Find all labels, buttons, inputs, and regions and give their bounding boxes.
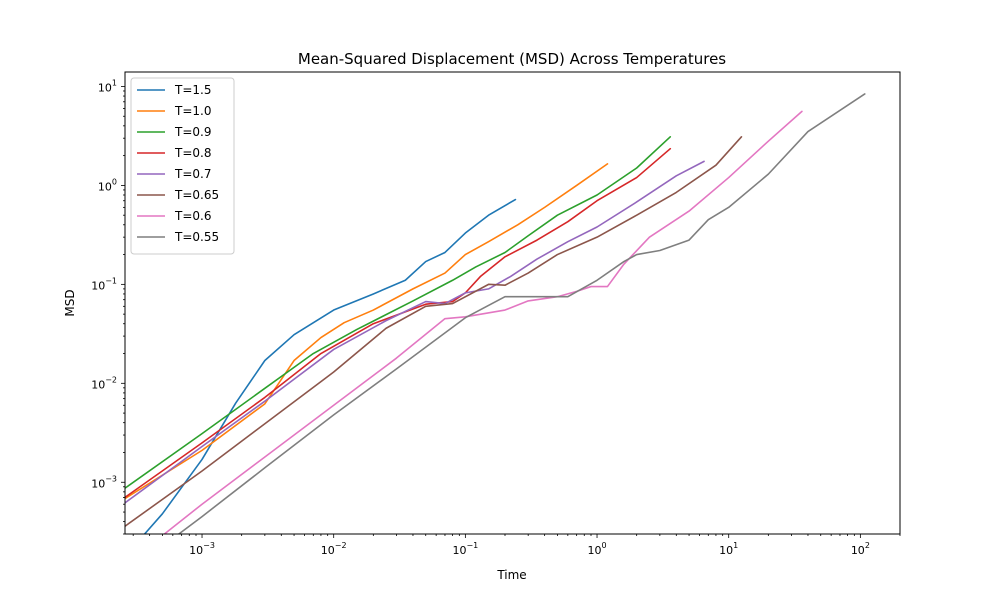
y-tick-label: 100 <box>98 177 117 193</box>
y-tick-label: 10−3 <box>91 474 117 490</box>
x-axis-label: Time <box>496 568 526 582</box>
x-tick-label: 10−1 <box>452 541 478 557</box>
legend-label-6: T=0.6 <box>174 209 211 223</box>
x-tick-label: 10−3 <box>189 541 215 557</box>
series-line-2 <box>125 135 672 490</box>
legend-label-0: T=1.5 <box>174 83 211 97</box>
y-tick-label: 101 <box>98 78 117 94</box>
legend: T=1.5 T=1.0 T=0.9 T=0.8 T=0.7 T=0.65 T=0.6 T=0.… <box>130 77 235 255</box>
x-tick-label: 100 <box>587 541 606 557</box>
x-tick-label: 102 <box>851 541 870 557</box>
y-tick-label: 10−2 <box>91 375 117 391</box>
legend-label-4: T=0.7 <box>174 167 211 181</box>
plot-frame <box>124 71 901 535</box>
series-line-5 <box>125 135 743 528</box>
legend-label-1: T=1.0 <box>174 104 211 118</box>
legend-label-5: T=0.65 <box>174 188 219 202</box>
legend-label-3: T=0.8 <box>174 146 211 160</box>
chart-title: Mean-Squared Displacement (MSD) Across T… <box>298 50 726 68</box>
y-tick-label: 10−1 <box>91 276 117 292</box>
series-layer <box>125 93 866 534</box>
series-line-7 <box>177 93 866 534</box>
y-axis-label: MSD <box>63 289 77 316</box>
series-line-0 <box>143 198 517 534</box>
y-axis: 10−3 10−2 10−1 100 101 <box>91 78 125 535</box>
x-axis: 10−3 10−2 10−1 100 101 102 <box>132 534 901 557</box>
legend-label-2: T=0.9 <box>174 125 211 139</box>
x-tick-label: 101 <box>719 541 738 557</box>
legend-label-7: T=0.55 <box>174 230 219 244</box>
x-tick-label: 10−2 <box>321 541 347 557</box>
legend-box <box>130 77 235 255</box>
